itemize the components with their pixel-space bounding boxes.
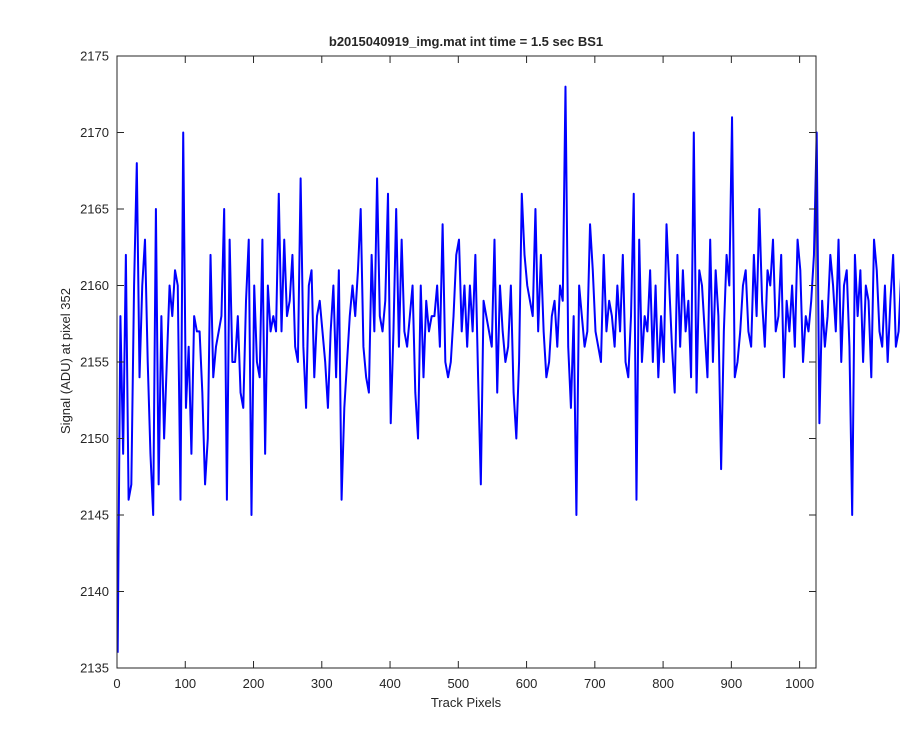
y-tick-label-2170: 2170	[80, 125, 109, 140]
x-tick-label-900: 900	[721, 676, 743, 691]
y-tick-label-2150: 2150	[80, 431, 109, 446]
y-tick-label-2155: 2155	[80, 355, 109, 370]
y-tick-label-2140: 2140	[80, 584, 109, 599]
x-tick-label-200: 200	[243, 676, 265, 691]
x-tick-label-0: 0	[113, 676, 120, 691]
x-tick-label-400: 400	[379, 676, 401, 691]
y-tick-label-2165: 2165	[80, 202, 109, 217]
plot-area: 0 100 200 300 400 500 600 700 800 900 1000 2135 2140…	[80, 49, 900, 691]
x-tick-label-1000: 1000	[785, 676, 814, 691]
x-tick-label-300: 300	[311, 676, 333, 691]
chart-title: b2015040919_img.mat int time = 1.5 sec B…	[329, 34, 603, 49]
x-tick-label-100: 100	[174, 676, 196, 691]
x-tick-label-800: 800	[652, 676, 674, 691]
series-line-0	[116, 85, 900, 653]
y-axis-label: Signal (ADU) at pixel 352	[58, 288, 73, 434]
y-tick-label-2175: 2175	[80, 49, 109, 64]
y-tick-label-2160: 2160	[80, 278, 109, 293]
x-tick-label-700: 700	[584, 676, 606, 691]
x-tick-label-600: 600	[516, 676, 538, 691]
y-tick-label-2145: 2145	[80, 508, 109, 523]
x-axis-label: Track Pixels	[431, 695, 502, 710]
y-tick-label-2135: 2135	[80, 661, 109, 676]
x-tick-label-500: 500	[447, 676, 469, 691]
